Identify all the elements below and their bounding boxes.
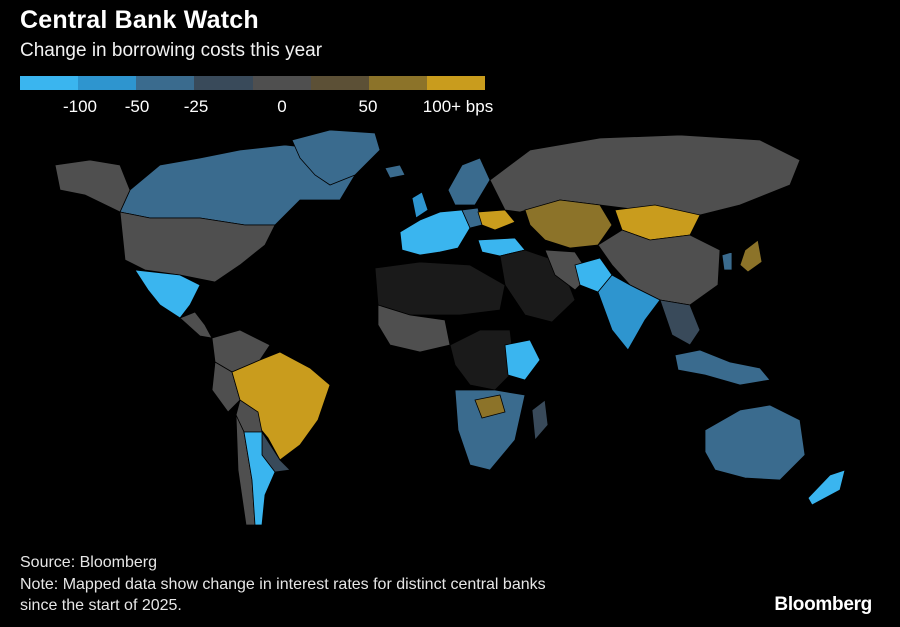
- region-mexico: [134, 269, 201, 319]
- methodology-note: Note: Mapped data show change in interes…: [20, 576, 546, 593]
- region-ukraine: [477, 209, 516, 231]
- region-southeast-asia: [659, 299, 701, 346]
- legend-color-scale: [20, 76, 485, 90]
- legend-swatch: [368, 76, 427, 90]
- region-central-africa: [449, 329, 516, 391]
- region-peru: [211, 361, 241, 413]
- legend-swatch: [136, 76, 195, 90]
- legend-tick: 100+ bps: [422, 97, 494, 116]
- legend-swatch: [310, 76, 369, 90]
- region-australia: [704, 404, 806, 481]
- region-scandinavia: [447, 157, 491, 206]
- region-russia: [489, 134, 801, 216]
- region-indonesia: [674, 349, 771, 386]
- region-japan: [739, 239, 763, 273]
- bloomberg-logo: Bloomberg: [774, 594, 872, 615]
- legend-tick: -50: [124, 97, 150, 116]
- region-west-africa: [377, 304, 451, 353]
- region-kazakhstan-central-asia: [524, 199, 613, 249]
- chart-title: Central Bank Watch: [20, 6, 259, 34]
- legend-swatch: [78, 76, 137, 90]
- legend-tick: 50: [358, 97, 378, 116]
- legend-swatch: [194, 76, 253, 90]
- legend-tick: 0: [277, 97, 287, 116]
- region-china: [597, 229, 721, 306]
- region-east-africa: [504, 339, 541, 381]
- world-map: [54, 129, 846, 526]
- region-greenland: [291, 129, 381, 186]
- region-zambia: [474, 394, 506, 419]
- region-north-africa: [374, 261, 506, 316]
- legend-swatch: [20, 76, 79, 90]
- region-uk: [411, 191, 429, 219]
- region-central-america: [179, 311, 213, 339]
- region-argentina: [243, 431, 276, 526]
- methodology-note-continued: since the start of 2025.: [20, 597, 182, 614]
- legend-swatch: [252, 76, 311, 90]
- source-note: Source: Bloomberg: [20, 554, 157, 571]
- region-india: [597, 274, 661, 351]
- region-alaska: [54, 159, 131, 213]
- legend-swatch: [426, 76, 485, 90]
- region-new-zealand: [807, 469, 846, 506]
- region-southern-africa: [454, 389, 526, 471]
- region-madagascar: [531, 399, 549, 441]
- region-korea: [721, 251, 733, 271]
- legend-tick: -25: [183, 97, 209, 116]
- region-euro-area: [399, 209, 471, 256]
- legend-tick: -100: [62, 97, 98, 116]
- region-united-states: [119, 211, 276, 283]
- region-iceland: [384, 164, 406, 179]
- chart-subtitle: Change in borrowing costs this year: [20, 40, 323, 61]
